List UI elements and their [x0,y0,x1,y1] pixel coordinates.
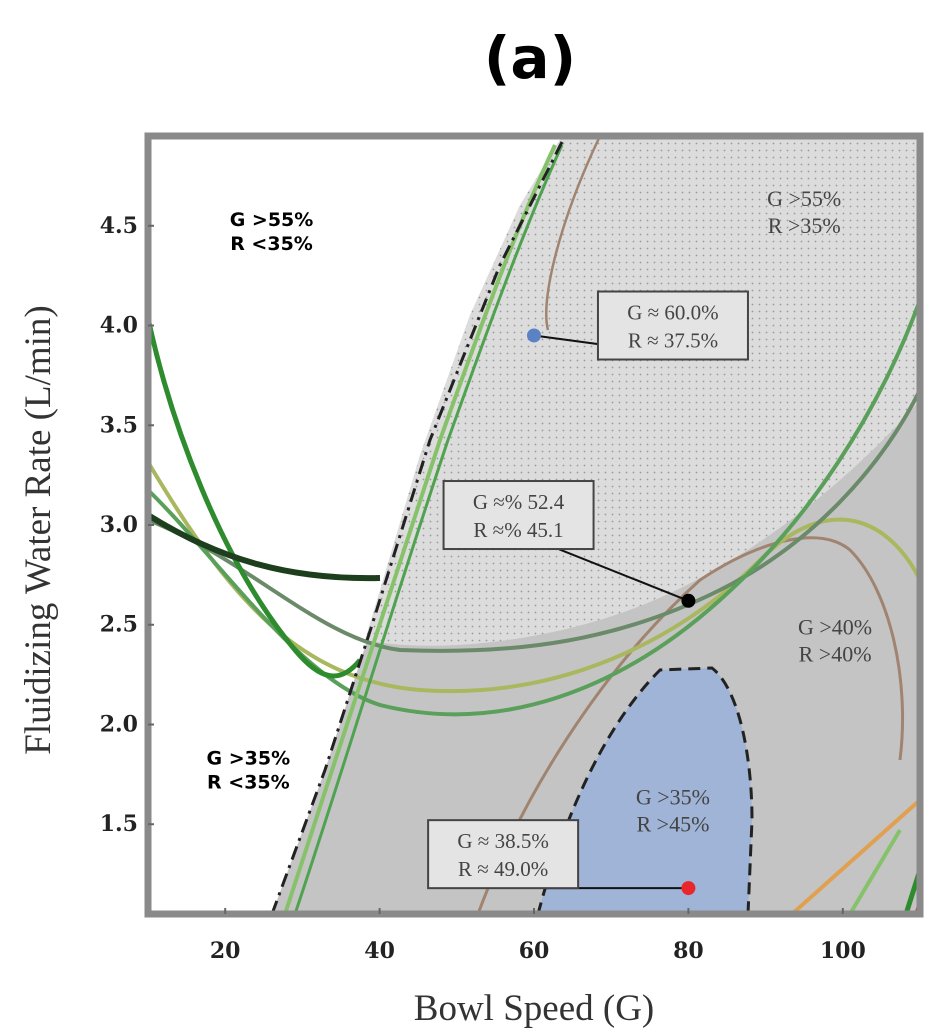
y-tick-label: 2.0 [100,711,138,737]
region-label-line: R >45% [636,811,709,836]
dark-green-contour [148,512,381,582]
brown-contour [476,536,905,914]
panel-label: (a) [484,24,576,92]
black-point-leader [558,548,689,602]
red-point-callout-text: G ≈ 38.5% [457,829,548,853]
region-labels-layer: G >55% R >35%G >40% R >40%G >35% R >45%G >5… [207,186,873,836]
axis-layer: 20 40 60 80 100 1.5 2.0 2.5 3.0 3.5 4.0 4.5 [100,213,866,964]
points-layer: G ≈ 60.0% R ≈ 37.5% G ≈% 52.4 R ≈% 45.1 G ≈ … [427,290,749,896]
blue-point [527,328,541,343]
y-tick-label: 2.5 [100,612,138,638]
y-tick-label: 4.5 [100,213,138,239]
green-contour-lower [148,299,920,717]
red-point [681,881,696,896]
region-label-line: G >35% [636,784,710,809]
green-contour-br-1 [848,828,902,914]
x-tick-label: 40 [364,938,395,964]
region-boundary [270,136,567,914]
region-label-bottom-left: G >35% R <35% [207,747,291,793]
black-point [681,593,696,608]
region-label-line: G >55% [230,209,314,231]
red-point-callout-text: R ≈ 49.0% [458,857,548,881]
region-label-line: R <35% [230,233,313,255]
blue-point-callout-box [596,290,749,361]
x-tick-label: 100 [820,938,866,964]
brown-contour-upper [545,136,602,331]
x-tick-label: 80 [673,938,704,964]
y-tick-label: 3.0 [100,512,138,538]
region-label-top-right: G >55% R >35% [767,186,841,238]
x-axis-title: Bowl Speed (G) [414,988,654,1029]
black-point-callout-text: G ≈% 52.4 [473,490,565,514]
green-contour-left [148,317,362,679]
region-label-top-left: G >55% R <35% [230,209,314,255]
region-label-line: R >40% [799,642,872,667]
y-tick-label: 3.5 [100,412,138,438]
y-axis-title: Fluidizing Water Rate (L/min) [18,305,59,755]
orange-contour [790,798,920,914]
region-label-line: G >35% [207,747,291,769]
black-point-callout-text: R ≈% 45.1 [473,518,563,542]
region-label-middle-right: G >40% R >40% [798,615,872,667]
red-point-callout-box [427,819,580,890]
region-label-line: R >35% [768,213,841,238]
black-point-callout-box [442,480,595,551]
y-tick-label: 4.0 [100,313,138,339]
blue-point-callout-text: R ≈ 37.5% [628,329,718,353]
region-label-line: R <35% [207,771,290,793]
x-tick-label: 60 [519,938,550,964]
blue-point-callout-text: G ≈ 60.0% [627,301,718,325]
x-tick-label: 20 [210,938,241,964]
region-label-bottom-blue: G >35% R >45% [636,784,710,836]
y-tick-label: 1.5 [100,811,138,837]
region-label-line: G >40% [798,615,872,640]
light-green-boundary-2 [293,144,564,914]
sage-contour [148,389,920,653]
region-label-line: G >55% [767,186,841,211]
